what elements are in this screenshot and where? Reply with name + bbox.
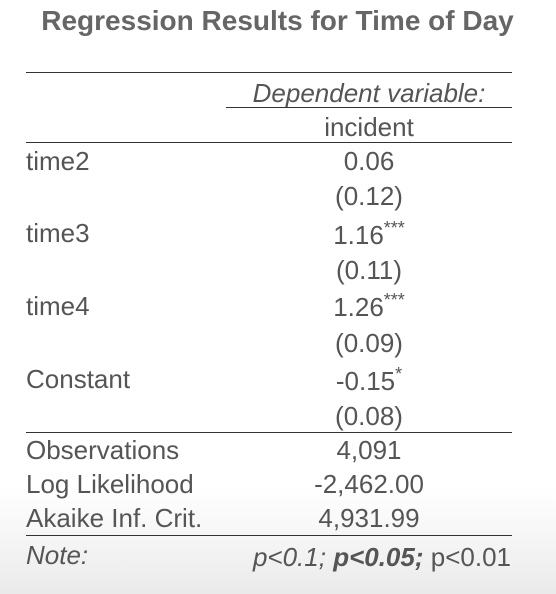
stat-value-aic: 4,931.99 [318, 503, 420, 533]
coef-value: 1.16 [333, 220, 384, 250]
stat-value-log-likelihood: -2,462.00 [314, 469, 424, 499]
coef-se-constant: (0.08) [335, 401, 403, 431]
coef-value: -0.15 [335, 366, 396, 396]
coef-se-time4: (0.09) [335, 328, 403, 358]
stats-rule [26, 432, 512, 433]
significance-stars: * [395, 364, 403, 384]
significance-stars: *** [383, 218, 405, 238]
coef-se-time3: (0.11) [336, 255, 402, 285]
note-p1: p<0.1; [252, 542, 326, 572]
top-rule [26, 72, 512, 73]
header-rule [26, 142, 512, 143]
note-p3: p<0.01 [430, 542, 511, 572]
note-text: p<0.1; p<0.05; p<0.01 [226, 542, 511, 572]
stat-value-observations: 4,091 [336, 435, 402, 465]
coef-estimate-time3: 1.16*** [225, 218, 513, 250]
significance-stars: *** [383, 290, 405, 310]
coef-estimate-constant: -0.15* [225, 364, 513, 396]
coef-se-time2: (0.12) [335, 181, 403, 211]
coef-estimate-time4: 1.26*** [225, 290, 513, 322]
stat-label-observations: Observations [26, 435, 180, 465]
dependent-variable-caption: Dependent variable: [252, 78, 486, 108]
coef-label-time3: time3 [26, 218, 90, 248]
bottom-rule [26, 535, 512, 536]
dependent-variable-rule [226, 107, 512, 108]
coef-value: 1.26 [333, 292, 384, 322]
stat-label-log-likelihood: Log Likelihood [26, 469, 194, 499]
note-p2: p<0.05; [333, 542, 424, 572]
dependent-variable-name: incident [324, 112, 414, 142]
table-title: Regression Results for Time of Day [41, 5, 514, 36]
note-label: Note: [26, 540, 89, 570]
coef-label-time4: time4 [26, 291, 90, 321]
coef-estimate-time2: 0.06 [225, 146, 513, 176]
stat-label-aic: Akaike Inf. Crit. [26, 503, 203, 533]
coef-label-time2: time2 [26, 146, 90, 176]
coef-label-constant: Constant [26, 364, 131, 394]
coef-value: 0.06 [343, 146, 395, 176]
